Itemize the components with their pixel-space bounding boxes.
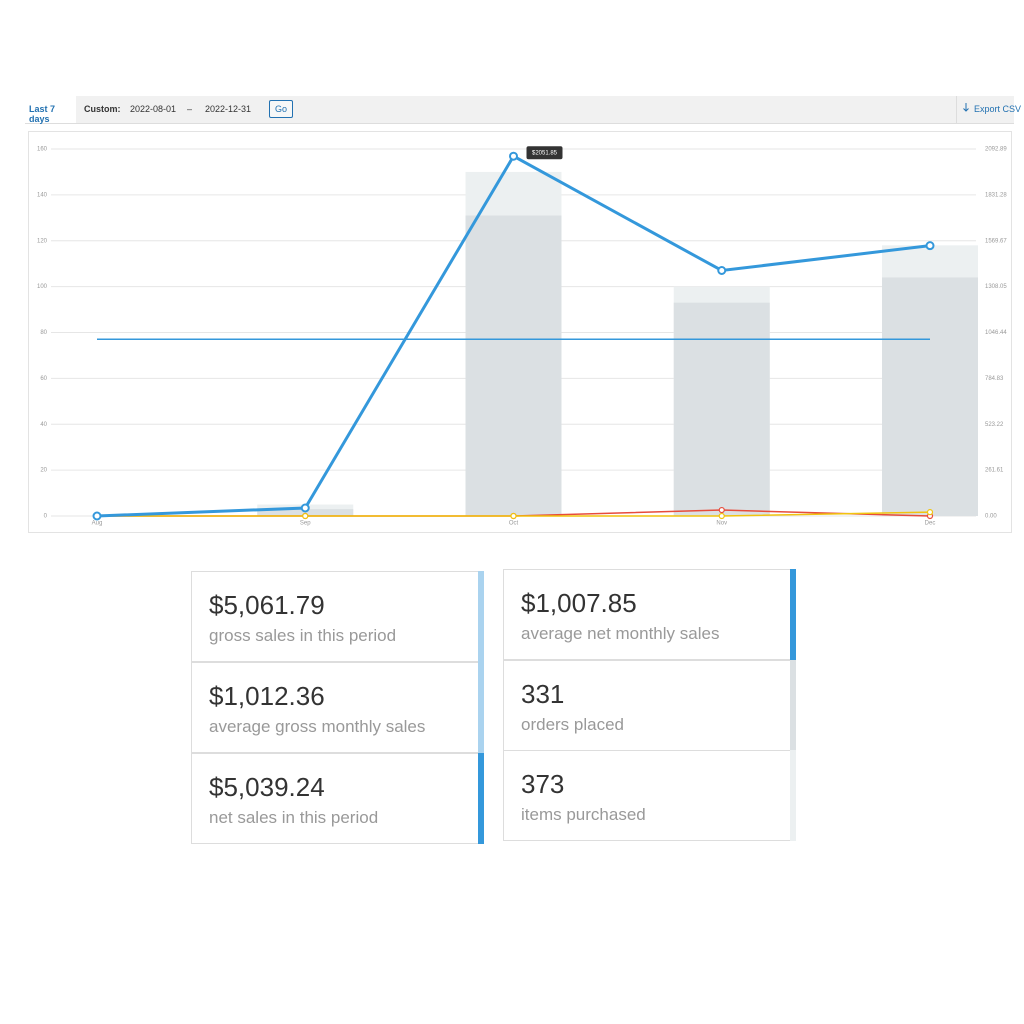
end-date[interactable]: 2022-12-31 [205, 104, 252, 114]
stat-label: net sales in this period [209, 808, 379, 827]
color-edge [790, 750, 796, 841]
stat-label: gross sales in this period [209, 626, 397, 645]
stat-label: average net monthly sales [521, 624, 720, 643]
x-tick-label: Aug [92, 521, 103, 527]
y2-tick-label: 1569.67 [985, 238, 1007, 244]
y2-tick-label: 1831.28 [985, 192, 1007, 198]
stat-card: 373 items purchased [503, 750, 796, 841]
point [302, 512, 309, 520]
point [926, 509, 934, 516]
y-tick-label: 40 [40, 422, 47, 428]
bar [257, 509, 354, 516]
stat-value: 331 [521, 679, 565, 709]
x-tick-label: Dec [925, 521, 936, 527]
y2-tick-label: 784.83 [985, 376, 1004, 382]
point [717, 266, 727, 276]
y2-tick-label: 1046.44 [985, 330, 1007, 336]
y2-tick-label: 2092.89 [985, 147, 1007, 153]
point [92, 511, 102, 521]
stat-label: items purchased [521, 805, 646, 824]
y-tick-label: 80 [40, 330, 47, 336]
y-tick-label: 20 [40, 468, 47, 474]
point [509, 151, 518, 161]
y-tick-label: 160 [37, 147, 48, 153]
y-tick-label: 100 [37, 284, 48, 290]
y2-tick-label: 1308.05 [985, 284, 1007, 290]
go-button[interactable]: Go [269, 100, 293, 118]
y-tick-label: 120 [37, 238, 48, 244]
export-label[interactable]: Export CSV [974, 104, 1022, 114]
stat-card: $1,007.85 average net monthly sales [503, 569, 796, 660]
y2-tick-label: 261.61 [985, 468, 1004, 474]
y2-tick-label: 523.22 [985, 422, 1004, 428]
x-tick-label: Oct [509, 521, 519, 527]
start-date[interactable]: 2022-08-01 [130, 104, 177, 114]
export-button[interactable]: Export CSV [956, 96, 1021, 123]
dash: – [187, 104, 193, 114]
color-edge [478, 662, 484, 753]
tooltip: $2051.85 [526, 146, 563, 160]
stat-value: 373 [521, 769, 565, 799]
tooltip-label: $2051.85 [532, 150, 558, 156]
stat-card: $5,039.24 net sales in this period [191, 753, 484, 844]
stat-value: $1,012.36 [209, 681, 325, 711]
custom-label: Custom: [84, 104, 121, 114]
y-tick-label: 0 [44, 514, 48, 520]
range-tab[interactable]: Last 7 days [29, 104, 56, 124]
y-tick-label: 140 [37, 192, 48, 198]
tooltip-box [526, 146, 563, 160]
x-tick-label: Sep [300, 521, 311, 527]
toolbar: Last 7 days Custom: 2022-08-01 – 2022-12… [25, 96, 1021, 124]
stat-card: $5,061.79 gross sales in this period [191, 571, 484, 662]
point [925, 241, 935, 251]
color-edge [478, 753, 484, 844]
color-edge [790, 660, 796, 751]
chart-box: 0 20 40 60 80 100 120 140 160 0.00 261.61 523.22 784… [28, 131, 1012, 533]
stat-value: $5,039.24 [209, 772, 325, 802]
point [510, 512, 517, 520]
point [718, 512, 725, 520]
stat-card: $1,012.36 average gross monthly sales [191, 662, 484, 753]
y-tick-label: 60 [40, 376, 47, 382]
y2-tick-label: 0.00 [985, 514, 997, 520]
bar [882, 277, 978, 516]
chart: 0 20 40 60 80 100 120 140 160 0.00 261.61 523.22 784… [37, 146, 1007, 527]
tab[interactable]: Last 7 days [25, 96, 76, 124]
stat-value: $1,007.85 [521, 588, 637, 618]
stat-label: orders placed [521, 715, 625, 734]
stat-value: $5,061.79 [209, 590, 325, 620]
point [300, 503, 310, 513]
point [718, 506, 725, 514]
bar [465, 215, 562, 517]
stat-label: average gross monthly sales [209, 717, 426, 736]
stat-card: 331 orders placed [503, 660, 796, 751]
bar [673, 302, 770, 516]
download-icon [963, 103, 969, 112]
color-edge [478, 571, 484, 662]
color-edge [790, 569, 796, 660]
x-tick-label: Nov [716, 521, 727, 527]
